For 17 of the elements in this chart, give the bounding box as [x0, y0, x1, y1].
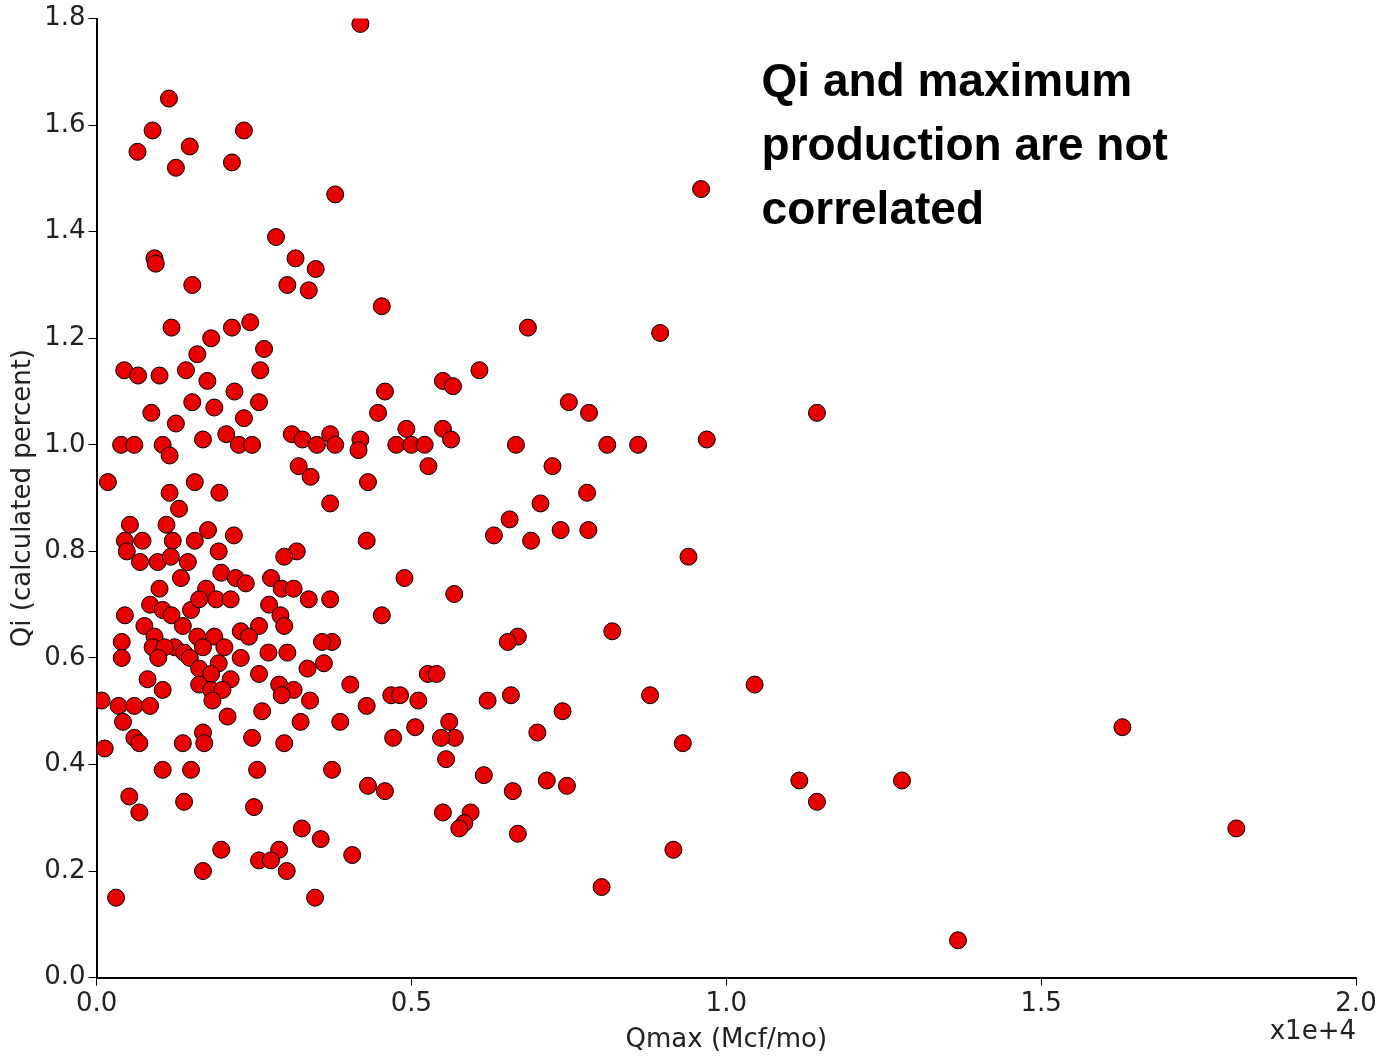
y-tick-label: 0.8 — [44, 534, 86, 565]
y-tick-label: 0.2 — [44, 853, 86, 884]
x-tick-label: 0.5 — [390, 986, 433, 1017]
y-tick-label: 1.8 — [44, 1, 86, 32]
annotation: Qi and maximum production are not correlated — [761, 54, 1168, 235]
x-axis-title: Qmax (Mcf/mo) — [625, 1023, 828, 1054]
y-tick-label: 1.0 — [44, 427, 86, 458]
x-tick-label: 1.0 — [705, 986, 747, 1017]
y-tick-label: 1.4 — [44, 214, 86, 245]
y-tick-label: 1.2 — [44, 321, 86, 352]
text: x1e+4 — [1269, 1015, 1356, 1046]
x-tick-label: 1.5 — [1020, 986, 1062, 1017]
x-tick-label: 2.0 — [1335, 986, 1377, 1017]
y-tick-label: 1.6 — [44, 107, 86, 138]
y-tick-label: 0.6 — [44, 640, 86, 671]
y-tick-label: 0.4 — [44, 747, 86, 778]
y-axis-title: Qi (calculated percent) — [6, 349, 37, 648]
